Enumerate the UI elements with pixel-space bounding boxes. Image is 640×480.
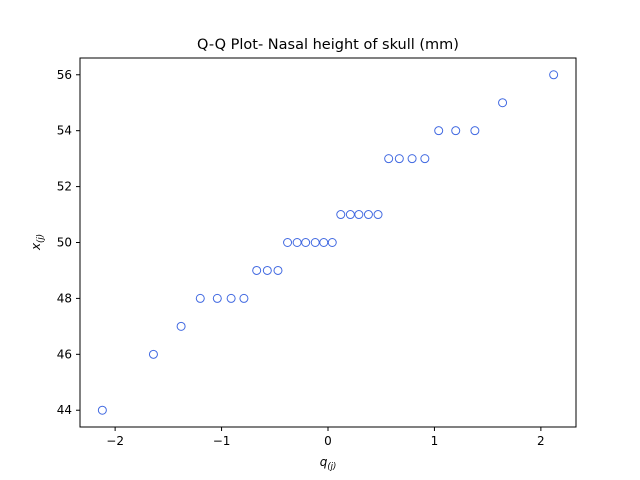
- data-point-5: [226, 293, 236, 303]
- y-tick-label-2: 48: [57, 291, 72, 305]
- data-point-21: [384, 154, 394, 164]
- x-tick-label-3: 1: [431, 434, 439, 448]
- data-point-16: [336, 210, 346, 220]
- x-tick-label-2: 0: [324, 434, 332, 448]
- data-point-3: [195, 293, 205, 303]
- y-tick-label-1: 46: [57, 347, 72, 361]
- x-tick-label-0: −2: [106, 434, 124, 448]
- x-axis-label: q(j): [320, 455, 337, 472]
- y-tick-label-6: 56: [57, 68, 72, 82]
- data-point-10: [283, 238, 293, 247]
- x-tick-label-4: 2: [537, 434, 545, 448]
- data-point-22: [394, 154, 404, 164]
- y-tick-label-5: 54: [57, 124, 72, 138]
- data-point-29: [549, 70, 559, 80]
- data-point-0: [97, 405, 107, 415]
- data-point-14: [319, 238, 329, 247]
- data-point-12: [301, 238, 311, 247]
- data-point-9: [273, 265, 283, 275]
- data-point-24: [420, 154, 430, 164]
- data-point-23: [407, 154, 417, 164]
- y-axis-label: x(j): [29, 234, 46, 251]
- data-points: [97, 70, 559, 415]
- y-axis-ticks: 44 46 48 50 52 54 56: [57, 68, 80, 417]
- data-point-4: [212, 293, 222, 303]
- data-point-26: [451, 126, 461, 136]
- data-point-19: [363, 210, 373, 220]
- y-axis-label-base: x: [29, 242, 43, 251]
- x-axis-label-base: q: [320, 455, 328, 469]
- data-point-18: [354, 210, 364, 220]
- data-point-1: [148, 349, 158, 359]
- data-point-20: [373, 210, 383, 220]
- x-axis-label-sub: (j): [327, 462, 336, 472]
- y-tick-label-4: 52: [57, 180, 72, 194]
- data-point-25: [434, 126, 444, 136]
- plot-area: −2 −1 0 1 2 44 46 48 50 52 54 56: [57, 57, 577, 448]
- data-point-7: [252, 265, 262, 275]
- data-point-8: [262, 265, 272, 275]
- x-axis-ticks: −2 −1 0 1 2: [106, 427, 545, 448]
- data-point-27: [470, 126, 480, 136]
- data-point-15: [327, 238, 337, 247]
- data-point-11: [292, 238, 302, 247]
- data-point-13: [310, 238, 320, 247]
- y-tick-label-0: 44: [57, 403, 72, 417]
- x-tick-label-1: −1: [213, 434, 231, 448]
- y-axis-label-sub: (j): [36, 234, 46, 243]
- data-point-6: [239, 293, 249, 303]
- data-point-2: [176, 321, 186, 331]
- data-point-28: [498, 98, 508, 108]
- y-tick-label-3: 50: [57, 236, 72, 250]
- chart-title: Q-Q Plot- Nasal height of skull (mm): [197, 37, 459, 53]
- data-point-17: [345, 210, 355, 220]
